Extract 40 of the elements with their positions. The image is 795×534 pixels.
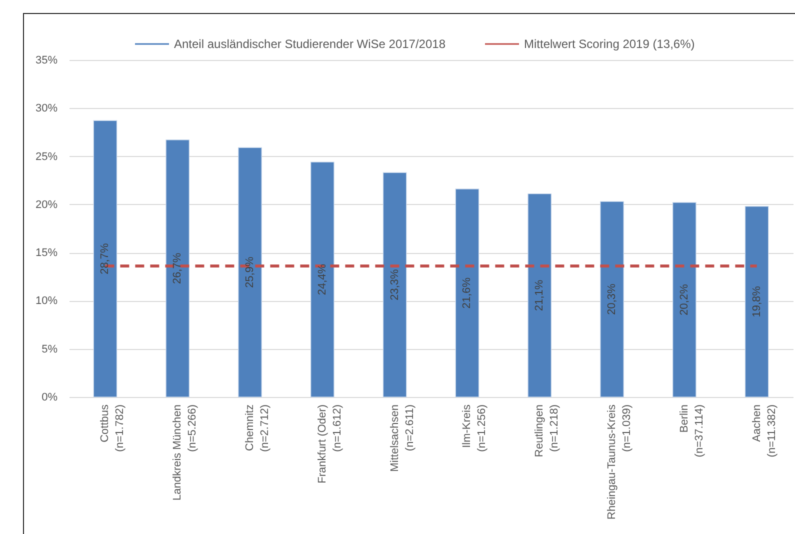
data-label: 26,7% (172, 252, 184, 284)
data-label: 21,1% (534, 280, 546, 312)
x-tick-label: Chemnitz (n=2.712) (244, 404, 271, 452)
bar (600, 201, 624, 398)
legend-label: Anteil ausländischer Studierender WiSe 2017/2018 (174, 37, 446, 51)
data-label: 19,8% (750, 286, 763, 318)
bar (93, 120, 118, 398)
y-tick-label: 35% (35, 54, 58, 66)
data-label: 23,3% (388, 269, 401, 300)
x-tick-label: Landkreis München (n=5.266) (172, 404, 199, 501)
y-tick-label: 0% (42, 392, 58, 404)
data-label: 28,7% (99, 243, 112, 274)
data-label: 24,4% (316, 264, 328, 296)
legend-label: Mittelwert Scoring 2019 (13,6%) (524, 37, 695, 51)
bar (744, 206, 769, 398)
bar (382, 172, 407, 398)
bar (166, 140, 190, 398)
data-label: 25,9% (244, 256, 256, 288)
x-tick-label: Berlin (n=37.114) (678, 404, 706, 458)
y-tick-label: 10% (35, 295, 58, 308)
bar (455, 188, 480, 398)
data-label: 21,6% (461, 277, 474, 309)
bar (672, 202, 696, 398)
data-label: 20,2% (678, 284, 690, 316)
y-tick-label: 30% (35, 102, 58, 115)
bar (238, 147, 262, 398)
x-tick-label: Cottbus (n=1.782) (99, 404, 126, 452)
x-tick-label: Ilm-Kreis (n=1.256) (461, 404, 488, 452)
x-tick-label: Rheingau-Taunus-Kreis (n=1.039) (606, 404, 633, 520)
y-tick-label: 5% (42, 343, 58, 356)
bar (310, 162, 334, 398)
x-tick-label: Reutlingen (n=1.218) (534, 404, 561, 458)
y-tick-label: 25% (35, 150, 58, 163)
x-tick-label: Mittelsachsen (n=2.611) (388, 404, 416, 472)
data-label: 20,3% (606, 283, 618, 315)
bar (528, 193, 552, 398)
x-tick-label: Frankfurt (Oder) (n=1.612) (316, 404, 344, 484)
y-tick-label: 15% (35, 247, 58, 260)
y-tick-label: 20% (35, 198, 58, 211)
x-tick-label: Aachen (n=11.382) (750, 404, 778, 458)
